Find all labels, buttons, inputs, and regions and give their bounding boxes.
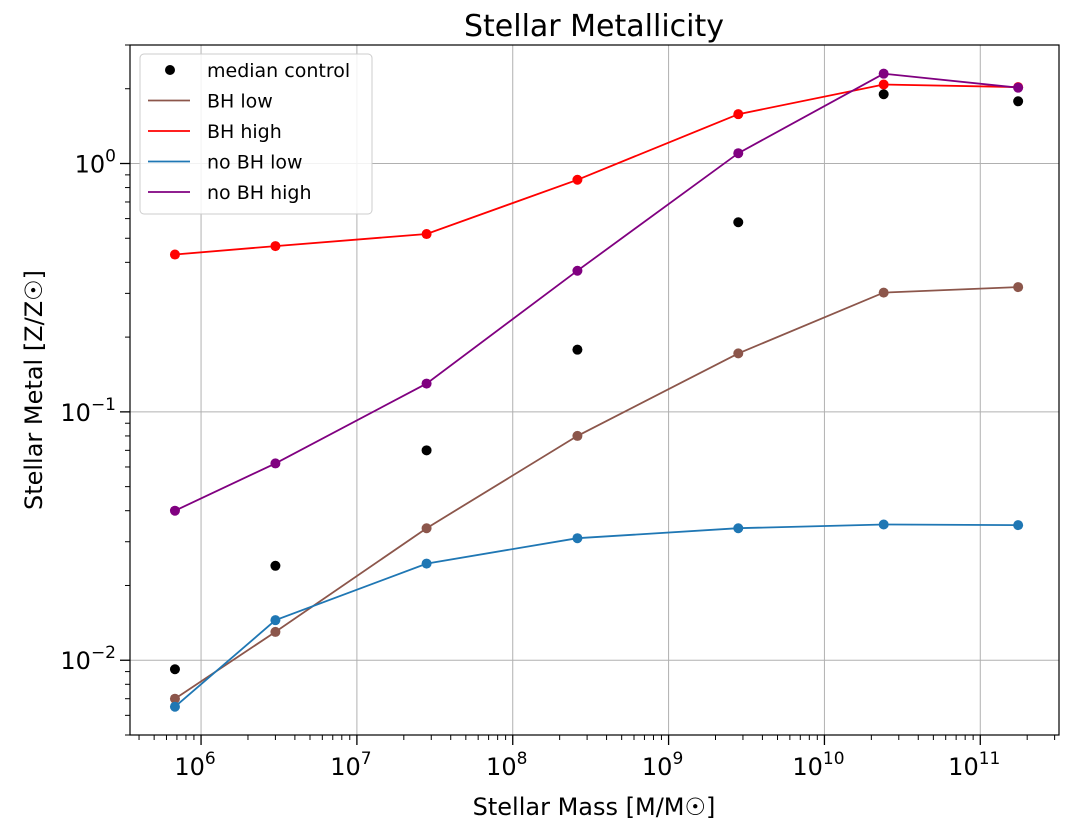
data-point — [169, 664, 180, 675]
data-point — [572, 344, 583, 355]
legend-marker — [165, 65, 175, 75]
data-point — [878, 79, 889, 90]
x-tick-label: 1011 — [948, 749, 1000, 781]
tick-labels: 106 107 108 109 1010 1011 10−2 10−1 100 — [60, 147, 1000, 781]
legend-label: BH low — [207, 91, 273, 113]
x-tick-label: 109 — [642, 749, 683, 781]
data-point — [169, 249, 180, 260]
series-line — [174, 286, 1019, 700]
data-point — [1013, 96, 1024, 107]
data-point — [572, 265, 583, 276]
data-point — [270, 560, 281, 571]
data-point — [169, 701, 180, 712]
x-axis-label: Stellar Mass [M/M☉] — [473, 793, 716, 821]
x-tick-label: 107 — [330, 749, 371, 781]
data-point — [733, 217, 744, 228]
data-point — [169, 505, 180, 516]
data-point — [169, 693, 180, 704]
legend-label: no BH low — [207, 152, 303, 174]
legend-label: BH high — [207, 121, 282, 143]
data-point — [421, 378, 432, 389]
data-point — [270, 458, 281, 469]
data-point — [270, 241, 281, 252]
legend-label: median control — [207, 60, 350, 82]
data-point — [878, 519, 889, 530]
data-point — [1013, 82, 1024, 93]
data-point — [733, 523, 744, 534]
data-point — [572, 174, 583, 185]
y-tick-label: 10−1 — [60, 395, 116, 427]
chart-title: Stellar Metallicity — [464, 9, 724, 44]
x-tick-label: 1010 — [792, 749, 844, 781]
plot-frame — [129, 44, 1060, 736]
data-point — [421, 445, 432, 456]
data-point — [421, 558, 432, 569]
data-point — [421, 229, 432, 240]
y-tick-label: 10−2 — [60, 643, 116, 675]
data-point — [572, 533, 583, 544]
data-point — [1013, 282, 1024, 293]
series-median-control — [169, 89, 1024, 675]
data-point — [733, 148, 744, 159]
series-line — [174, 523, 1019, 708]
x-tick-label: 108 — [486, 749, 527, 781]
data-point — [572, 430, 583, 441]
x-tick-label: 106 — [174, 749, 215, 781]
series-no-bh-high — [169, 68, 1024, 516]
series-bh-low — [169, 282, 1024, 704]
legend: median control BH low BH high no BH low no B… — [139, 53, 373, 215]
series-no-bh-low — [169, 519, 1024, 712]
data-point — [270, 626, 281, 637]
y-axis-label: Stellar Metal [Z/Z☉] — [20, 270, 48, 510]
y-tick-label: 100 — [75, 147, 116, 179]
series-layer — [169, 68, 1024, 712]
data-point — [421, 523, 432, 534]
data-point — [733, 348, 744, 359]
data-point — [878, 89, 889, 100]
data-point — [1013, 520, 1024, 531]
axis-ticks — [120, 44, 1056, 745]
data-point — [270, 615, 281, 626]
legend-box — [139, 53, 373, 215]
data-point — [878, 287, 889, 298]
data-point — [878, 68, 889, 79]
data-point — [733, 109, 744, 120]
legend-label: no BH high — [207, 182, 312, 204]
